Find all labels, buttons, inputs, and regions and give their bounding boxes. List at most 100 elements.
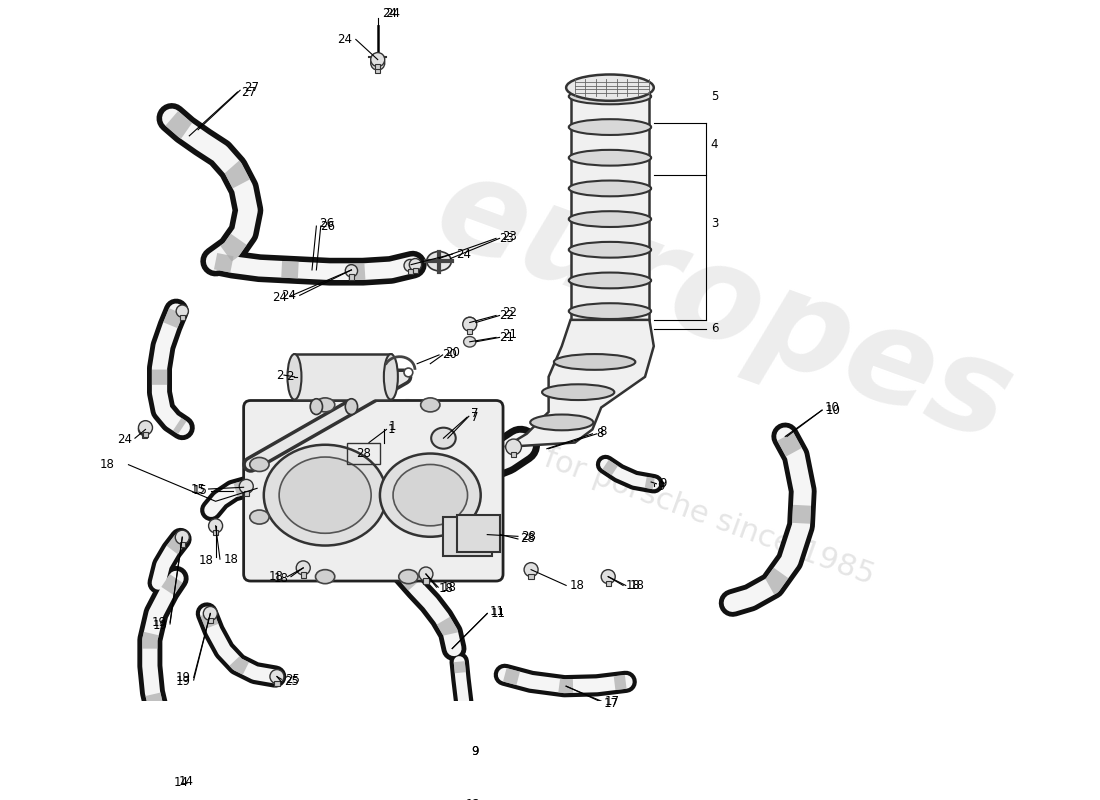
Text: 24: 24 [273, 291, 287, 305]
Ellipse shape [566, 74, 653, 101]
Ellipse shape [554, 354, 636, 370]
Circle shape [345, 265, 358, 277]
Text: 23: 23 [499, 232, 515, 245]
Bar [243, 490, 249, 496]
Text: 18: 18 [270, 570, 284, 583]
Text: 21: 21 [503, 328, 517, 342]
Ellipse shape [287, 354, 301, 400]
Ellipse shape [530, 414, 593, 430]
Bar [375, 67, 381, 73]
Ellipse shape [310, 398, 322, 414]
Bar [295, 354, 390, 400]
Text: 22: 22 [503, 306, 517, 319]
Text: 12: 12 [465, 798, 481, 800]
Bar [213, 530, 218, 535]
Text: 28: 28 [356, 446, 371, 459]
Text: 9: 9 [659, 478, 667, 490]
Circle shape [175, 530, 189, 544]
Text: 17: 17 [604, 698, 619, 710]
Bar [349, 274, 354, 279]
Ellipse shape [431, 428, 455, 449]
Bar [571, 88, 649, 320]
Text: 11: 11 [491, 607, 506, 620]
Bar [412, 268, 418, 274]
Text: 18: 18 [274, 572, 288, 585]
Polygon shape [505, 320, 653, 447]
Circle shape [296, 561, 310, 575]
Text: 25: 25 [285, 673, 299, 686]
Bar [528, 574, 534, 579]
Circle shape [404, 259, 416, 272]
Ellipse shape [420, 398, 440, 412]
Bar [468, 329, 472, 334]
Circle shape [419, 567, 433, 581]
Text: 23: 23 [503, 230, 517, 243]
Circle shape [602, 570, 615, 584]
Text: 4: 4 [711, 138, 718, 151]
Ellipse shape [569, 303, 651, 319]
Bar [208, 618, 213, 623]
Ellipse shape [250, 510, 270, 524]
Ellipse shape [463, 337, 476, 347]
Text: 26: 26 [319, 217, 334, 230]
Text: 8: 8 [596, 427, 603, 440]
Ellipse shape [279, 457, 371, 534]
Text: 18: 18 [439, 582, 454, 595]
Ellipse shape [569, 242, 651, 258]
Bar [300, 572, 306, 578]
Text: 18: 18 [570, 579, 584, 592]
Bar [179, 314, 185, 320]
Text: 19: 19 [152, 616, 166, 629]
Text: 21: 21 [499, 331, 515, 344]
Text: 19: 19 [175, 671, 190, 684]
Circle shape [204, 606, 218, 621]
Ellipse shape [427, 251, 451, 270]
Text: 28: 28 [520, 533, 536, 546]
Ellipse shape [542, 384, 614, 400]
Ellipse shape [463, 318, 476, 328]
Text: 22: 22 [499, 309, 515, 322]
Bar [606, 581, 610, 586]
Circle shape [209, 519, 222, 533]
Text: 18: 18 [629, 579, 645, 592]
Circle shape [139, 421, 153, 434]
Ellipse shape [316, 570, 334, 584]
Bar [346, 442, 381, 464]
Text: 2: 2 [286, 370, 294, 383]
Text: 15: 15 [192, 484, 208, 498]
Ellipse shape [399, 570, 418, 584]
Ellipse shape [250, 458, 270, 471]
Circle shape [524, 562, 538, 577]
Text: 24: 24 [382, 6, 397, 20]
Bar [443, 517, 492, 557]
Ellipse shape [569, 211, 651, 227]
Bar [424, 578, 429, 584]
Text: 24: 24 [118, 434, 132, 446]
Circle shape [506, 439, 521, 455]
Circle shape [404, 368, 412, 377]
FancyBboxPatch shape [243, 401, 503, 581]
Text: 18: 18 [199, 554, 213, 567]
Text: 14: 14 [179, 775, 195, 788]
Text: 26: 26 [320, 220, 334, 233]
Text: 9: 9 [472, 746, 478, 758]
Ellipse shape [316, 398, 334, 412]
Text: 25: 25 [284, 675, 299, 688]
Text: 15: 15 [190, 482, 205, 495]
Text: europes: europes [419, 144, 1028, 470]
Text: 17: 17 [605, 694, 619, 708]
Bar [179, 542, 185, 547]
Text: 5: 5 [711, 90, 718, 103]
Bar [456, 515, 501, 552]
Circle shape [139, 423, 151, 435]
Ellipse shape [345, 398, 358, 414]
Ellipse shape [569, 150, 651, 166]
Text: 7: 7 [471, 410, 478, 424]
Circle shape [371, 53, 385, 66]
Bar [407, 269, 412, 274]
Text: 18: 18 [223, 553, 239, 566]
Bar [510, 452, 516, 458]
Text: 6: 6 [711, 322, 718, 335]
Text: 19: 19 [176, 675, 191, 688]
Text: 24: 24 [282, 289, 296, 302]
